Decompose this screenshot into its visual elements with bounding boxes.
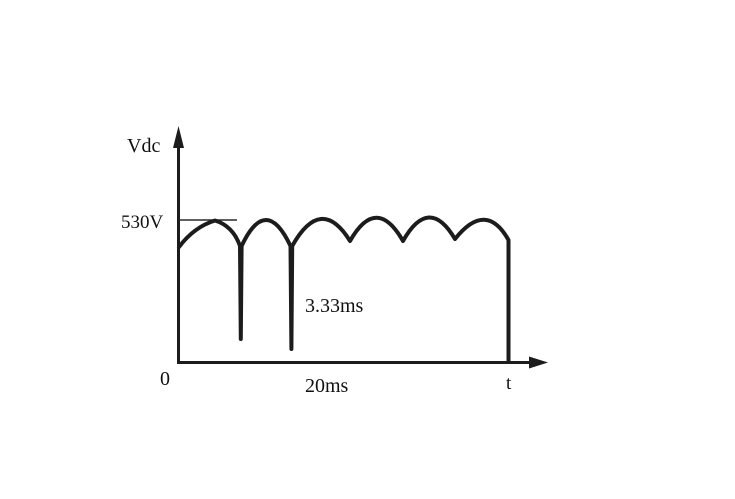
y-axis-label: Vdc [127,135,160,157]
origin-label: 0 [160,368,170,390]
period-label: 20ms [305,375,349,397]
x-axis-arrow-icon [529,356,548,369]
waveform-trace [177,215,511,363]
x-axis-label: t [506,373,512,394]
notch-interval-label: 3.33ms [305,295,364,317]
y-axis-arrow-icon [173,126,184,148]
peak-voltage-label: 530V [121,212,164,233]
